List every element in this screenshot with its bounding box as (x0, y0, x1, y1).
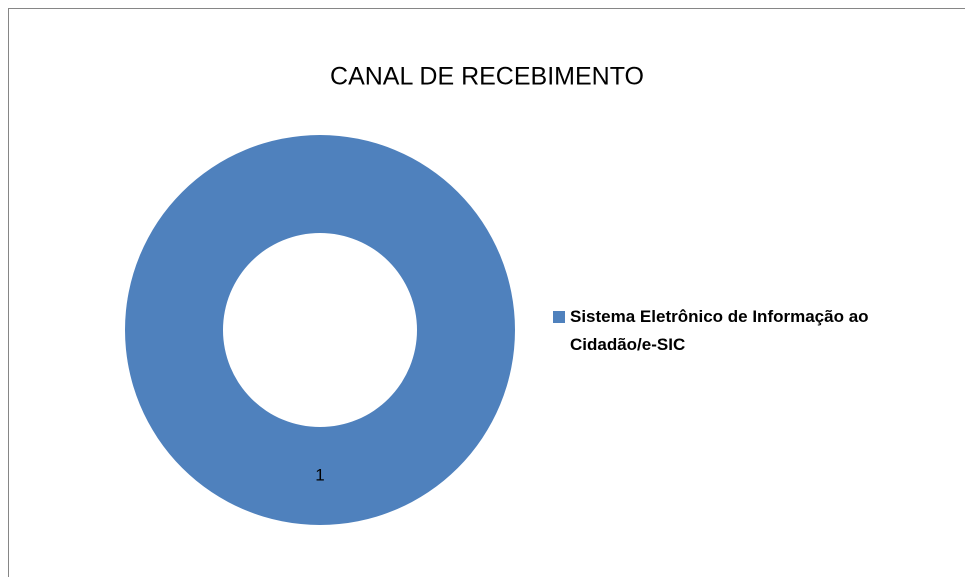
chart-title: CANAL DE RECEBIMENTO (330, 63, 644, 91)
legend-swatch (553, 311, 565, 323)
legend-item: Sistema Eletrônico de Informação ao Cida… (553, 303, 943, 359)
donut-slice (125, 135, 515, 525)
data-label: 1 (315, 465, 324, 484)
legend-label: Sistema Eletrônico de Informação ao Cida… (570, 307, 869, 354)
legend: Sistema Eletrônico de Informação ao Cida… (553, 303, 943, 359)
